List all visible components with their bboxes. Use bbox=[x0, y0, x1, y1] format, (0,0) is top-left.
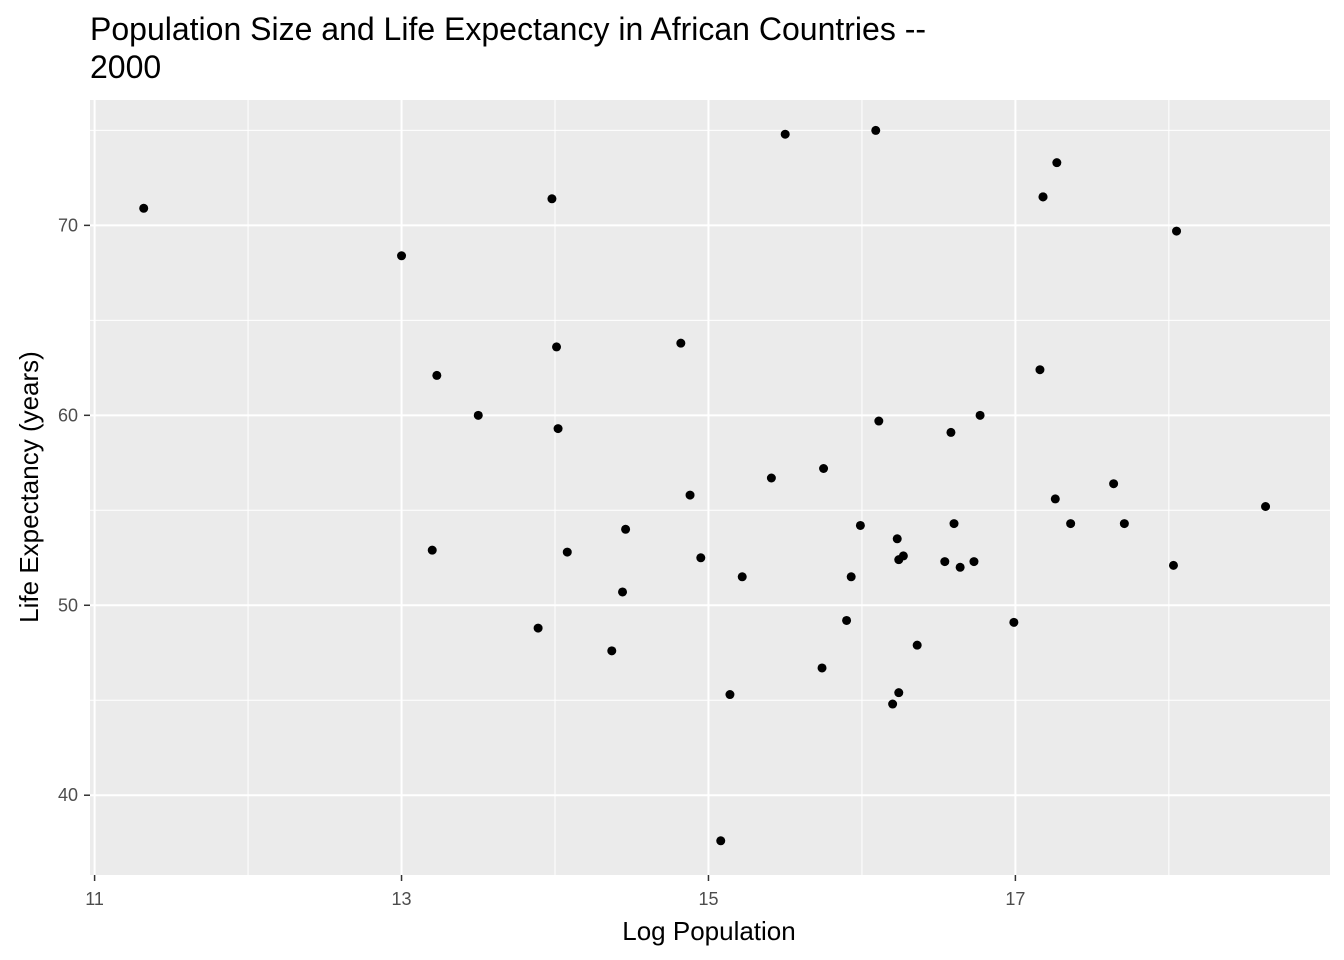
y-axis-title: Life Expectancy (years) bbox=[14, 351, 44, 623]
data-point bbox=[716, 836, 726, 846]
data-point bbox=[607, 646, 617, 656]
data-point bbox=[1172, 226, 1182, 236]
data-point bbox=[842, 615, 852, 625]
data-point bbox=[1066, 519, 1076, 529]
chart-title-line-2: 2000 bbox=[90, 49, 162, 85]
chart-title: Population Size and Life Expectancy in A… bbox=[90, 10, 1090, 86]
plot-panel bbox=[90, 100, 1330, 875]
y-axis-ticks: 40 50 60 70 bbox=[58, 215, 90, 805]
data-point bbox=[766, 473, 776, 483]
data-point bbox=[780, 129, 790, 139]
data-point bbox=[547, 194, 557, 204]
data-point bbox=[139, 203, 149, 213]
data-point bbox=[1038, 192, 1048, 202]
data-point bbox=[894, 688, 904, 698]
y-tick-label: 70 bbox=[58, 215, 78, 235]
data-point bbox=[737, 572, 747, 582]
data-point bbox=[855, 520, 865, 530]
data-point bbox=[1009, 617, 1019, 627]
x-axis-title: Log Population bbox=[622, 916, 795, 946]
data-point bbox=[1168, 560, 1178, 570]
major-gridlines bbox=[90, 100, 1330, 875]
data-point bbox=[397, 251, 407, 261]
data-point bbox=[969, 557, 979, 567]
y-tick-label: 50 bbox=[58, 595, 78, 615]
x-tick-label: 11 bbox=[85, 889, 104, 909]
x-tick-label: 15 bbox=[698, 889, 718, 909]
x-tick-label: 17 bbox=[1005, 889, 1025, 909]
data-point bbox=[676, 338, 686, 348]
y-tick-label: 40 bbox=[58, 785, 78, 805]
data-points bbox=[139, 125, 1271, 846]
data-point bbox=[874, 416, 884, 426]
minor-gridlines bbox=[90, 100, 1330, 875]
x-axis-ticks: 11 13 15 17 bbox=[85, 875, 1025, 909]
data-point bbox=[817, 663, 827, 673]
data-point bbox=[1119, 519, 1129, 529]
data-point bbox=[975, 410, 985, 420]
data-point bbox=[427, 545, 437, 555]
data-point bbox=[1052, 158, 1062, 168]
data-point bbox=[946, 427, 956, 437]
data-point bbox=[955, 562, 965, 572]
data-point bbox=[871, 125, 881, 135]
data-point bbox=[1109, 479, 1119, 489]
data-point bbox=[696, 553, 706, 563]
data-point bbox=[552, 342, 562, 352]
data-point bbox=[685, 490, 695, 500]
data-point bbox=[940, 557, 950, 567]
data-point bbox=[562, 547, 572, 557]
data-point bbox=[1261, 501, 1271, 511]
data-point bbox=[725, 690, 735, 700]
data-point bbox=[553, 424, 563, 434]
data-point bbox=[912, 640, 922, 650]
data-point bbox=[846, 572, 856, 582]
x-tick-label: 13 bbox=[392, 889, 412, 909]
data-point bbox=[819, 464, 829, 474]
data-point bbox=[1050, 494, 1060, 504]
data-point bbox=[1035, 365, 1045, 375]
data-point bbox=[898, 551, 908, 561]
data-point bbox=[618, 587, 628, 597]
data-point bbox=[888, 699, 898, 709]
chart-title-line-1: Population Size and Life Expectancy in A… bbox=[90, 11, 927, 47]
data-point bbox=[533, 623, 543, 633]
data-point bbox=[892, 534, 902, 544]
data-point bbox=[949, 519, 959, 529]
data-point bbox=[473, 410, 483, 420]
data-point bbox=[621, 524, 631, 534]
data-point bbox=[432, 370, 442, 380]
y-tick-label: 60 bbox=[58, 405, 78, 425]
